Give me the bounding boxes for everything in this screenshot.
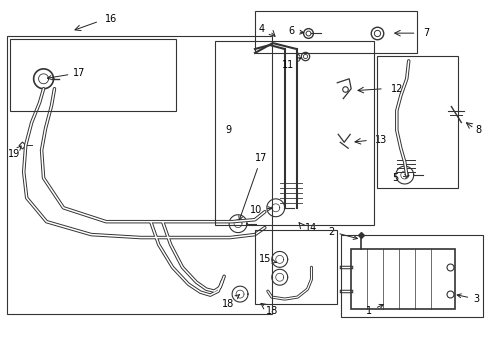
Text: 11: 11 [282, 58, 301, 70]
Text: 13: 13 [375, 135, 387, 145]
Bar [215, 41, 374, 225]
Text: 3: 3 [457, 294, 479, 304]
Text: 12: 12 [391, 84, 403, 94]
Bar [7, 36, 272, 314]
Bar [341, 235, 483, 317]
Bar [351, 249, 455, 309]
Text: 5: 5 [392, 173, 409, 183]
Text: 4: 4 [259, 24, 265, 34]
Bar [255, 230, 337, 304]
Text: 8: 8 [475, 125, 481, 135]
Bar [377, 56, 458, 188]
Text: 17: 17 [48, 68, 86, 80]
Text: 19: 19 [8, 146, 21, 159]
Text: 16: 16 [105, 14, 117, 24]
Bar [10, 39, 175, 111]
Text: 14: 14 [305, 222, 318, 233]
Text: 18: 18 [222, 294, 240, 309]
Text: 2: 2 [328, 226, 357, 239]
Text: 18: 18 [266, 306, 278, 316]
Text: 15: 15 [259, 255, 276, 264]
Text: 17: 17 [239, 153, 268, 220]
Text: 9: 9 [225, 125, 231, 135]
Bar [255, 11, 416, 53]
Text: 7: 7 [423, 28, 430, 38]
Text: 1: 1 [366, 305, 383, 316]
Text: 6: 6 [289, 26, 304, 36]
Text: 10: 10 [250, 205, 272, 215]
